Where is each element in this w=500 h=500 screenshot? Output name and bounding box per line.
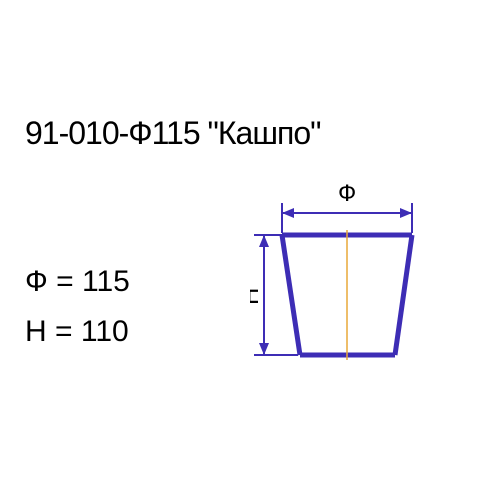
phi-dimension-group: Ф — [282, 180, 412, 233]
cup-left — [282, 235, 300, 355]
phi-arrow-right — [400, 208, 412, 218]
h-arrow-top — [259, 235, 269, 247]
h-symbol-label: H — [250, 288, 264, 305]
cup-drawing-svg: Ф H — [250, 175, 450, 385]
phi-symbol-label: Ф — [338, 180, 356, 207]
dimension-phi-label: Ф = 115 — [25, 265, 130, 299]
cup-shape — [282, 230, 412, 360]
dimension-h-label: H = 110 — [25, 315, 129, 349]
cup-right — [395, 235, 412, 355]
technical-diagram: Ф H — [250, 175, 450, 390]
product-title: 91-010-Ф115 "Кашпо" — [25, 115, 320, 152]
phi-arrow-left — [282, 208, 294, 218]
h-arrow-bottom — [259, 343, 269, 355]
